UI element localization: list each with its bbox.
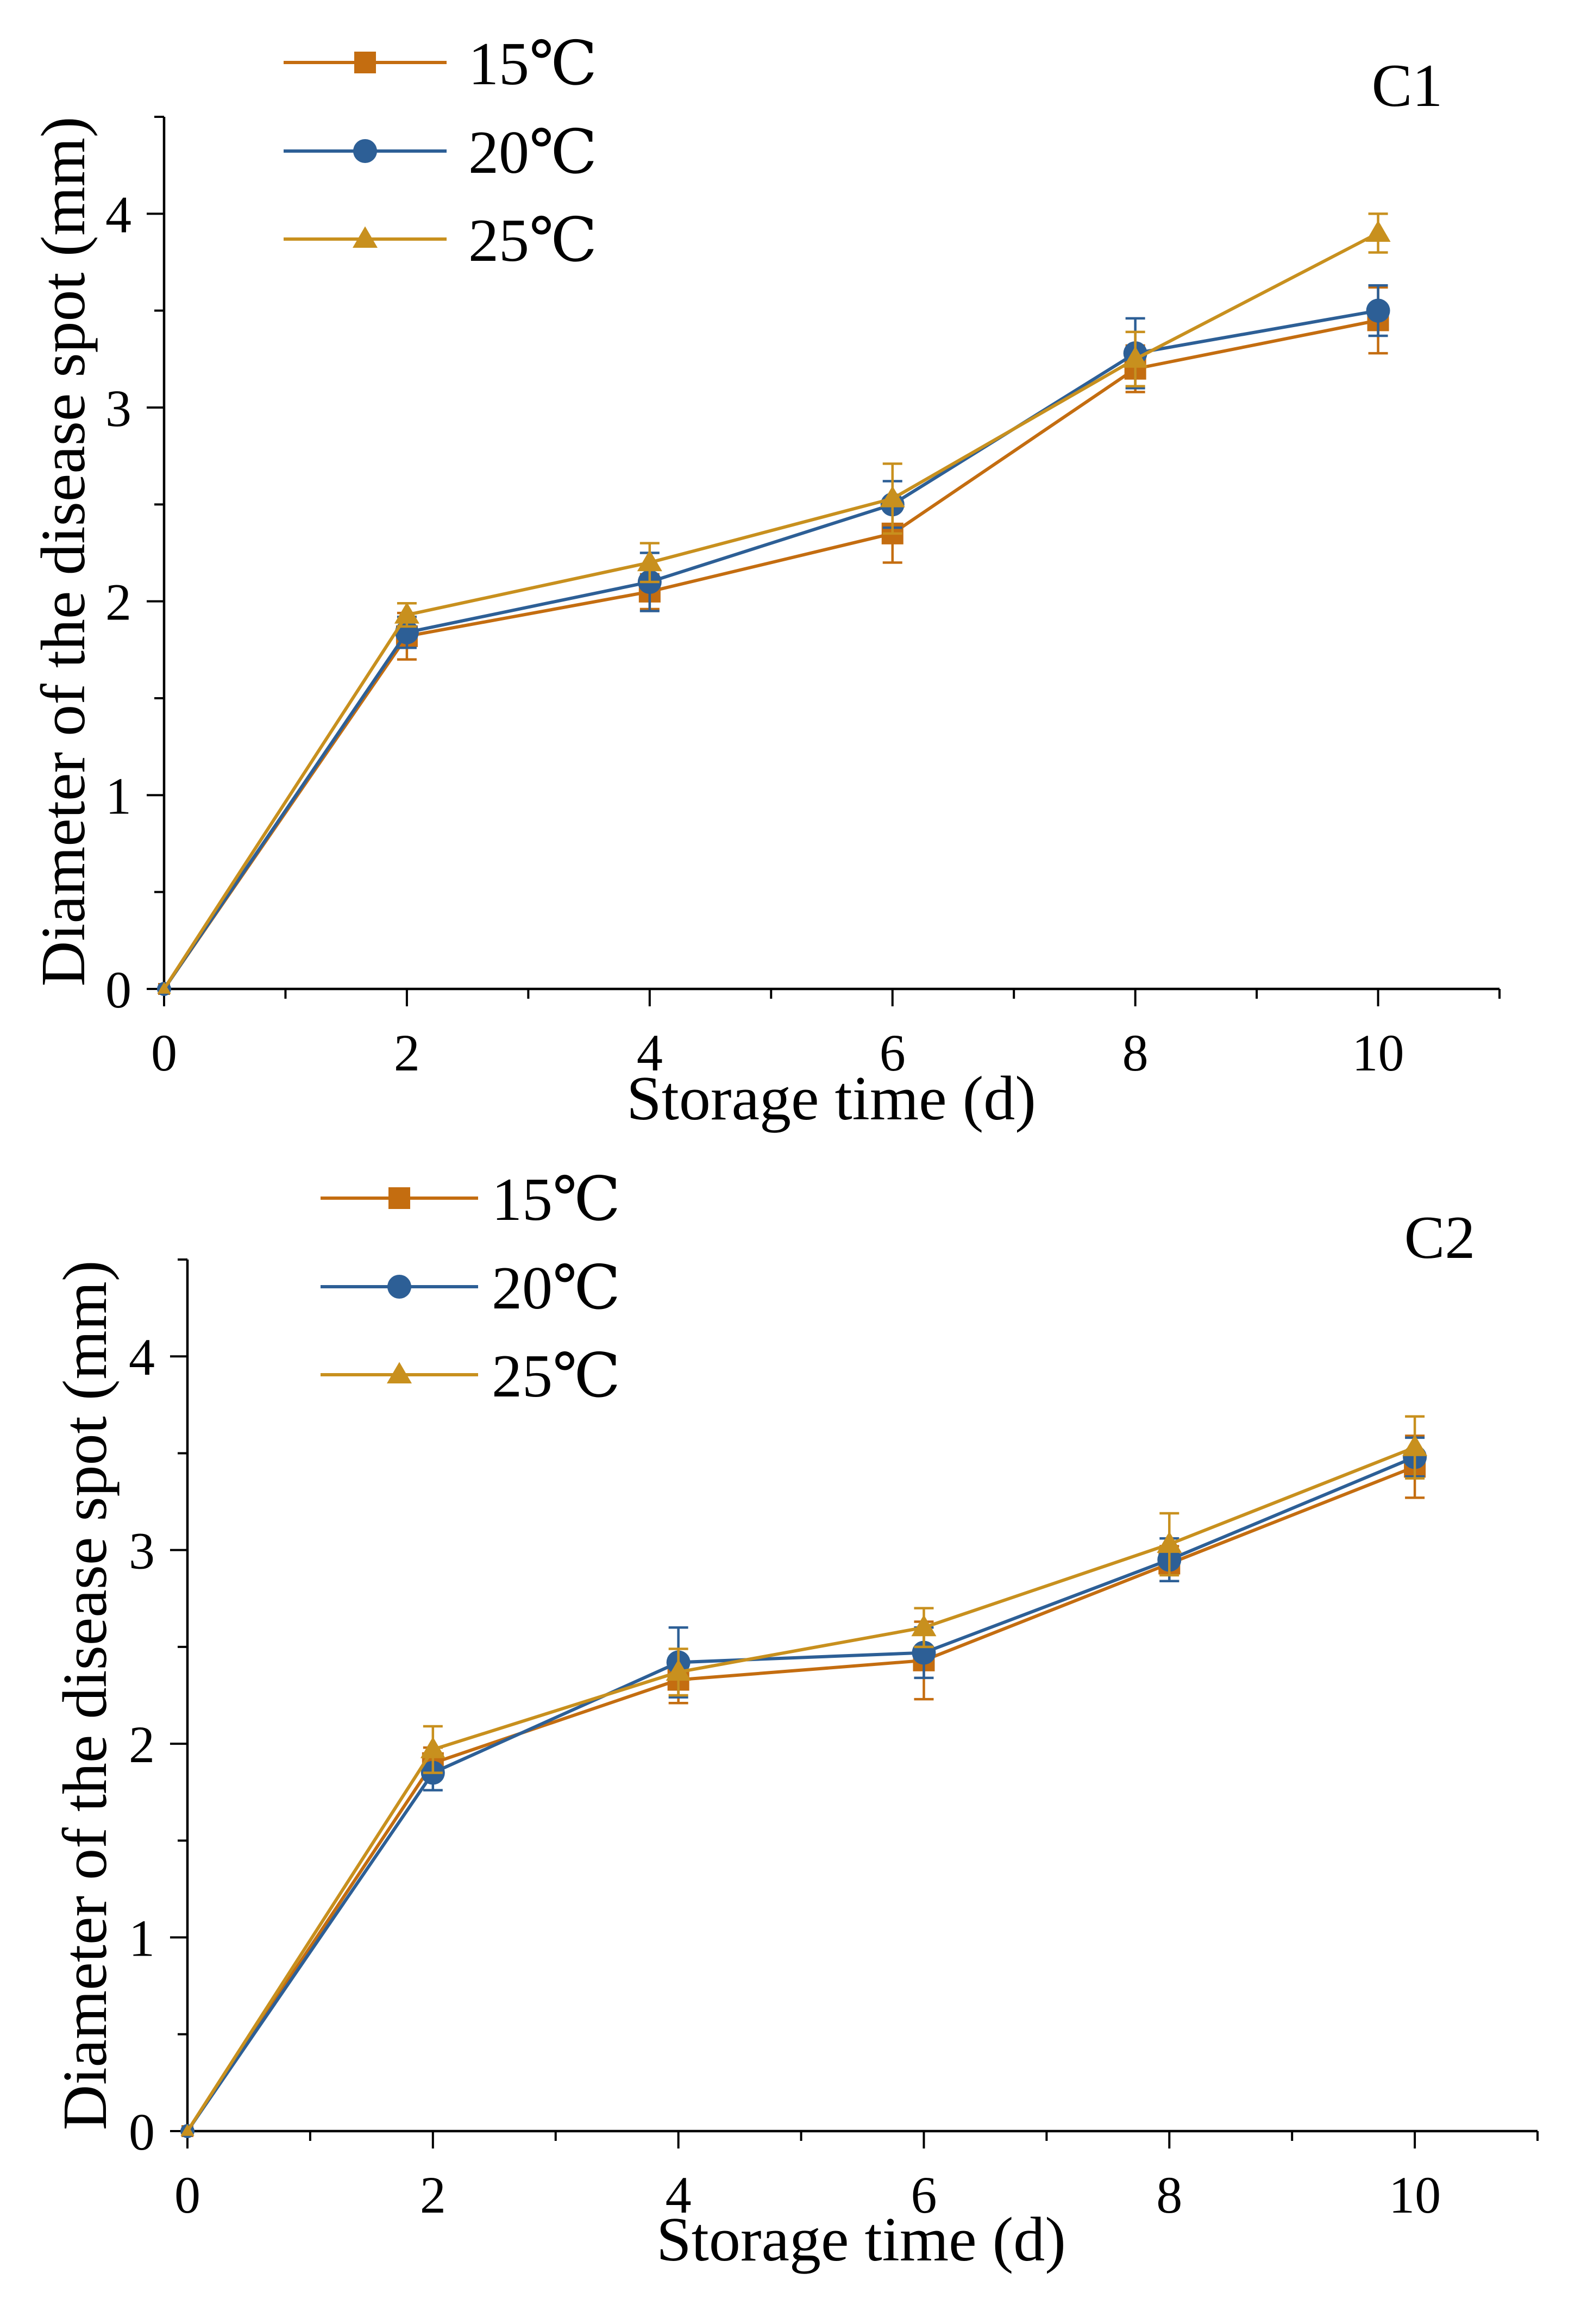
x-tick-label: 4	[637, 1024, 663, 1082]
y-tick-label: 4	[105, 185, 131, 243]
y-tick-label: 0	[105, 961, 131, 1019]
x-tick-label: 6	[880, 1024, 906, 1082]
data-point	[1122, 346, 1148, 368]
x-tick-label: 10	[1389, 2166, 1441, 2224]
data-point	[880, 486, 905, 508]
series-2	[157, 212, 1391, 994]
series-0	[181, 1435, 1426, 2137]
legend-label: 25℃	[492, 1343, 620, 1410]
legend-item-0: 15℃	[321, 1166, 620, 1233]
x-tick-label: 6	[911, 2166, 937, 2224]
y-tick-label: 2	[105, 573, 131, 631]
series-line	[162, 318, 1379, 990]
x-tick-label: 4	[666, 2166, 692, 2224]
y-tick-label: 1	[129, 1909, 155, 1968]
x-axis-title: Storage time (d)	[626, 1064, 1036, 1133]
y-tick-label: 2	[129, 1715, 155, 1774]
legend-label: 20℃	[492, 1255, 620, 1322]
legend-item-2: 25℃	[284, 207, 597, 274]
data-point	[637, 549, 662, 572]
data-point	[666, 1659, 691, 1681]
legend-marker	[387, 1362, 412, 1383]
series-1	[180, 1436, 1427, 2138]
data-point	[157, 982, 171, 994]
data-point	[394, 602, 419, 624]
x-tick-label: 8	[1156, 2166, 1182, 2224]
series-line	[186, 1465, 1416, 2132]
legend-label: 15℃	[468, 30, 597, 98]
x-tick-label: 2	[394, 1024, 420, 1082]
legend-marker	[353, 139, 377, 163]
x-tick-label: 8	[1122, 1024, 1149, 1082]
legend-marker	[353, 226, 378, 248]
y-tick-label: 0	[129, 2103, 155, 2161]
legend-item-0: 15℃	[284, 30, 597, 98]
y-tick-label: 3	[129, 1522, 155, 1580]
series-0	[158, 286, 1389, 995]
y-axis-title: Diameter of the disease spot (mm)	[51, 1261, 120, 2131]
y-tick-label: 4	[129, 1328, 155, 1386]
legend-label: 20℃	[468, 119, 597, 186]
legend-marker	[387, 1275, 411, 1299]
x-tick-label: 10	[1352, 1024, 1404, 1082]
x-tick-label: 0	[174, 2166, 200, 2224]
legend-label: 15℃	[492, 1166, 620, 1233]
legend-item-2: 25℃	[321, 1343, 620, 1410]
legend-label: 25℃	[468, 207, 597, 274]
y-tick-label: 3	[105, 379, 131, 437]
x-tick-label: 2	[420, 2166, 446, 2224]
data-point	[420, 1737, 446, 1758]
x-tick-label: 0	[151, 1024, 177, 1082]
series-1	[157, 284, 1390, 996]
series-line	[186, 1445, 1416, 2132]
data-point	[1402, 1435, 1428, 1456]
data-point	[1157, 1531, 1182, 1553]
y-tick-label: 1	[105, 767, 131, 825]
legend-marker	[388, 1187, 410, 1209]
data-point	[1366, 298, 1390, 323]
y-axis-title: Diameter of the disease spot (mm)	[29, 117, 98, 987]
series-line	[186, 1455, 1416, 2132]
data-point	[180, 2124, 195, 2136]
series-line	[162, 231, 1379, 990]
data-point	[911, 1614, 937, 1637]
panel-label: C1	[1372, 52, 1443, 120]
x-axis-title: Storage time (d)	[656, 2205, 1066, 2275]
panel-label: C2	[1404, 1204, 1476, 1271]
series-line	[162, 309, 1379, 990]
legend-item-1: 20℃	[321, 1255, 620, 1322]
data-point	[1365, 220, 1391, 242]
legend-item-1: 20℃	[284, 119, 597, 186]
legend-marker	[354, 52, 376, 73]
series-2	[180, 1415, 1428, 2136]
